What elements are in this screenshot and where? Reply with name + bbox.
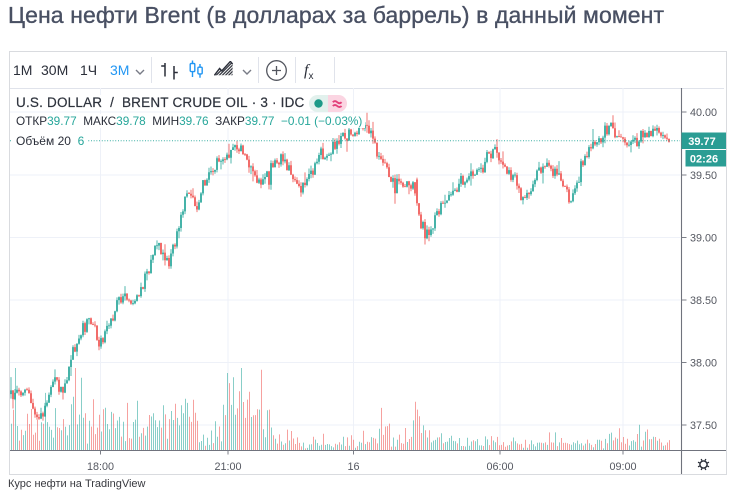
svg-text:16: 16 [347,461,359,473]
svg-text:40.00: 40.00 [690,107,717,119]
svg-text:06:00: 06:00 [486,461,513,473]
svg-text:38.50: 38.50 [690,295,717,307]
svg-text:39.00: 39.00 [690,233,717,245]
svg-text:37.50: 37.50 [690,420,717,432]
svg-text:21:00: 21:00 [214,461,241,473]
svg-text:39.77: 39.77 [688,136,716,148]
svg-text:18:00: 18:00 [87,461,114,473]
svg-text:09:00: 09:00 [609,461,636,473]
svg-text:02:26: 02:26 [690,154,718,166]
svg-text:39.50: 39.50 [690,170,717,182]
svg-text:38.00: 38.00 [690,358,717,370]
